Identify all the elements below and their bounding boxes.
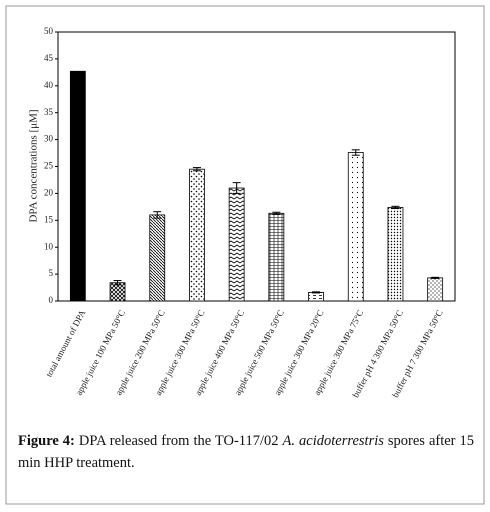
bar [387, 206, 404, 302]
y-axis-label: DPA concentrations [μM] [28, 109, 40, 222]
y-tick-label: 0 [49, 295, 54, 305]
y-tick-label: 40 [44, 80, 54, 90]
figure-frame [5, 5, 485, 505]
bar [69, 70, 86, 302]
bar [268, 212, 285, 302]
y-tick-label: 45 [44, 53, 54, 63]
bar [109, 282, 126, 302]
x-tick-label: total amount of DPA [44, 308, 88, 379]
caption-italic: A. acidoterrestris [282, 433, 384, 449]
caption-label: Figure 4: [18, 433, 75, 449]
bar [228, 187, 245, 302]
bar [189, 168, 205, 302]
y-tick-label: 35 [44, 107, 54, 117]
bar [149, 214, 166, 302]
y-tick-label: 15 [44, 214, 54, 224]
y-tick-label: 50 [44, 26, 54, 36]
y-tick-label: 25 [44, 161, 54, 171]
bar [308, 291, 324, 302]
bar [427, 277, 444, 302]
caption-text: spores after 15 min HHP treatment. [18, 433, 474, 471]
y-tick-label: 5 [49, 268, 54, 278]
y-tick-label: 20 [44, 187, 54, 197]
caption-text: DPA released from the TO-117/02 [78, 433, 279, 449]
y-tick-label: 10 [44, 241, 54, 251]
bar [347, 152, 364, 302]
caption: Figure 4: DPA released from the TO-117/0… [18, 430, 474, 474]
y-tick-label: 30 [44, 134, 54, 144]
